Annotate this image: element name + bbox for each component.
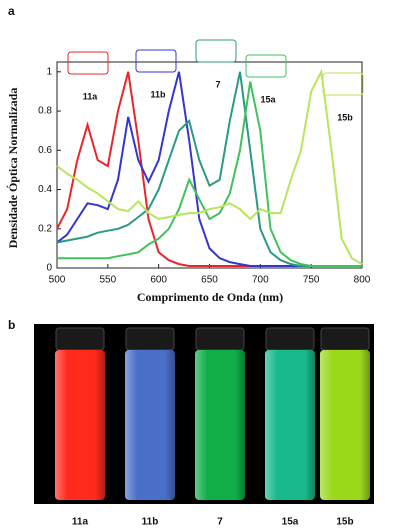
y-tick-label: 0.2 (38, 223, 52, 234)
vial-cap (125, 327, 175, 351)
x-tick-label: 750 (303, 275, 320, 286)
x-tick-label: 700 (252, 275, 269, 286)
vial-label: 15b (336, 517, 353, 528)
vial-cap (320, 327, 370, 351)
legend-label: 11a (83, 91, 99, 101)
y-tick-label: 0.8 (38, 106, 52, 117)
vial-glass (55, 350, 105, 500)
x-tick-label: 500 (49, 275, 66, 286)
legend-label: 15a (260, 94, 276, 104)
vial-glass (265, 350, 315, 500)
vial-glass (195, 350, 245, 500)
series-line (56, 68, 363, 265)
legend-label: 15b (337, 112, 353, 122)
vial-glass (320, 350, 370, 500)
x-tick-label: 550 (99, 275, 116, 286)
y-tick-label: 0.6 (38, 145, 52, 156)
series-line (57, 81, 362, 267)
plot-frame (56, 61, 363, 269)
structure (322, 72, 364, 96)
y-axis-label: Densidade Óptica Normalizada (6, 88, 20, 249)
x-tick-label: 600 (150, 275, 167, 286)
x-tick-label: 800 (354, 275, 371, 286)
legend-label: 7 (215, 79, 220, 89)
legend-label: 11b (150, 89, 166, 99)
vial-cap (195, 327, 245, 351)
x-tick-label: 650 (201, 275, 218, 286)
structure (195, 39, 237, 63)
panel-label: a (8, 4, 15, 18)
series-line (56, 71, 362, 267)
structure (245, 54, 287, 78)
vial-glass (125, 350, 175, 500)
x-axis-label: Comprimento de Onda (nm) (137, 290, 283, 304)
vial-label: 15a (282, 517, 299, 528)
y-tick-label: 1 (46, 66, 52, 77)
vial-cap (55, 327, 105, 351)
vial-label: 11b (142, 517, 159, 528)
vial-label: 7 (217, 517, 223, 528)
y-tick-label: 0.4 (38, 184, 52, 195)
panel-label: b (8, 318, 15, 332)
vial-cap (265, 327, 315, 351)
y-tick-label: 0 (46, 263, 52, 274)
structure (67, 51, 109, 75)
series-line (56, 71, 261, 267)
series-line (56, 71, 322, 267)
structure (135, 49, 177, 73)
vial-label: 11a (72, 517, 89, 528)
